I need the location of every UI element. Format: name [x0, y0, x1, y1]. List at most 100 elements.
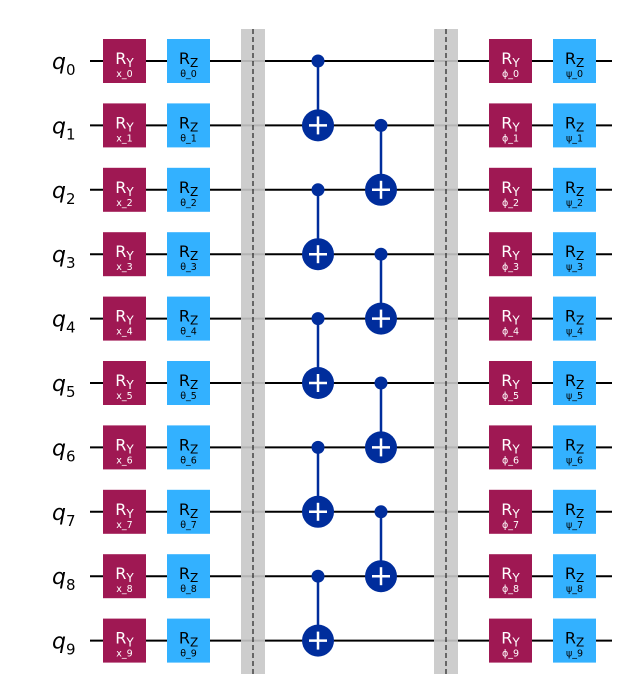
rz-gate: RZψ_7 — [553, 489, 596, 534]
ry-gate-axis: Y — [125, 636, 134, 650]
rz-gate-box — [167, 232, 210, 277]
ry-gate-param: x_1 — [116, 133, 132, 144]
qubit-label: q6 — [52, 436, 76, 465]
ry-gate-box — [103, 489, 146, 534]
ry-gate-param: ϕ_3 — [502, 262, 519, 273]
rz-gate: RZθ_8 — [167, 554, 210, 599]
ry-gate-box — [489, 425, 532, 470]
rz-gate-box — [167, 103, 210, 148]
rz-gate-param: ψ_9 — [566, 649, 583, 660]
rz-gate-param: θ_8 — [180, 584, 197, 595]
ry-gate-axis: Y — [125, 314, 134, 328]
ry-gate-param: ϕ_2 — [502, 198, 519, 209]
ry-gate-axis: Y — [125, 185, 134, 199]
rz-gate-param: θ_9 — [180, 649, 197, 660]
rz-gate: RZθ_5 — [167, 361, 210, 405]
ry-gate-axis: Y — [511, 571, 520, 585]
rz-gate: RZψ_9 — [553, 618, 596, 663]
rz-gate-box — [167, 39, 210, 83]
ry-gate-param: x_2 — [116, 198, 132, 209]
control-dot — [374, 247, 388, 261]
ry-gate-box — [103, 103, 146, 148]
rz-gate-box — [553, 39, 596, 83]
ry-gate-axis: Y — [125, 56, 134, 70]
control-dot — [311, 569, 325, 583]
ry-gate-param: ϕ_7 — [502, 520, 519, 531]
ry-gate-box — [489, 167, 532, 212]
rz-gate-param: θ_0 — [180, 69, 197, 80]
rz-gate-axis: Z — [190, 378, 198, 392]
rz-gate-axis: Z — [190, 636, 198, 650]
ry-gate: RYx_5 — [103, 361, 146, 405]
rz-gate-param: θ_4 — [180, 327, 197, 338]
rz-gate-axis: Z — [190, 249, 198, 263]
cnot-gate — [302, 440, 334, 528]
rz-gate-box — [167, 554, 210, 599]
qubit-label: q4 — [52, 308, 76, 337]
ry-gate: RYx_0 — [103, 39, 146, 83]
rz-gate-axis: Z — [576, 442, 584, 456]
rz-gate-box — [167, 425, 210, 470]
ry-gate-axis: Y — [511, 314, 520, 328]
ry-gate: RYϕ_5 — [489, 361, 532, 405]
control-dot — [374, 376, 388, 390]
ry-gate: RYϕ_2 — [489, 167, 532, 212]
ry-gate: RYϕ_9 — [489, 618, 532, 663]
rz-gate-box — [167, 167, 210, 212]
ry-gate-axis: Y — [511, 249, 520, 263]
control-dot — [374, 505, 388, 519]
rz-gate: RZψ_4 — [553, 296, 596, 341]
rz-gate-param: ψ_7 — [566, 520, 583, 531]
ry-gate: RYx_9 — [103, 618, 146, 663]
ry-gate: RYϕ_7 — [489, 489, 532, 534]
rz-gate: RZψ_2 — [553, 167, 596, 212]
rz-gate-box — [553, 554, 596, 599]
rz-gate-axis: Z — [576, 185, 584, 199]
rz-gate-axis: Z — [576, 249, 584, 263]
rz-gate: RZθ_3 — [167, 232, 210, 277]
ry-gate-box — [103, 618, 146, 663]
qubit-index: 8 — [66, 576, 76, 594]
cnot-gate — [365, 505, 397, 593]
ry-gate-box — [489, 489, 532, 534]
ry-gate-param: x_0 — [116, 69, 132, 80]
rz-gate-param: ψ_5 — [566, 391, 583, 402]
ry-gate-box — [489, 232, 532, 277]
rz-gate-box — [167, 361, 210, 405]
rz-gate-param: ψ_6 — [566, 455, 583, 466]
rz-gate-axis: Z — [576, 314, 584, 328]
rz-gate: RZψ_5 — [553, 361, 596, 405]
ry-gate-box — [489, 296, 532, 341]
rz-gate-box — [553, 103, 596, 148]
ry-gate: RYx_3 — [103, 232, 146, 277]
ry-gate-param: ϕ_4 — [502, 327, 519, 338]
qubit-index: 3 — [66, 254, 76, 272]
ry-gate-box — [103, 425, 146, 470]
qubit-label: q3 — [52, 243, 76, 272]
qubit-index: 4 — [66, 319, 76, 337]
qubit-label: q7 — [52, 501, 76, 530]
qubit-index: 6 — [66, 447, 76, 465]
rz-gate-axis: Z — [576, 378, 584, 392]
cnot-gate — [302, 54, 334, 142]
ry-gate-box — [103, 361, 146, 405]
rz-gate-box — [553, 296, 596, 341]
ry-gate: RYϕ_1 — [489, 103, 532, 148]
rz-gate: RZψ_0 — [553, 39, 596, 83]
rz-gate-box — [553, 167, 596, 212]
ry-gate-axis: Y — [511, 507, 520, 521]
ry-gate-axis: Y — [511, 636, 520, 650]
ry-gate: RYx_7 — [103, 489, 146, 534]
cnot-gate — [302, 312, 334, 399]
rz-gate-axis: Z — [190, 56, 198, 70]
rz-gate-box — [553, 232, 596, 277]
ry-gate-box — [489, 361, 532, 405]
qubit-label: q9 — [52, 630, 76, 659]
ry-gate-axis: Y — [125, 249, 134, 263]
ry-gate-param: x_9 — [116, 649, 132, 660]
ry-gate: RYx_4 — [103, 296, 146, 341]
control-dot — [311, 312, 325, 326]
ry-gate-axis: Y — [511, 442, 520, 456]
ry-gate: RYϕ_6 — [489, 425, 532, 470]
